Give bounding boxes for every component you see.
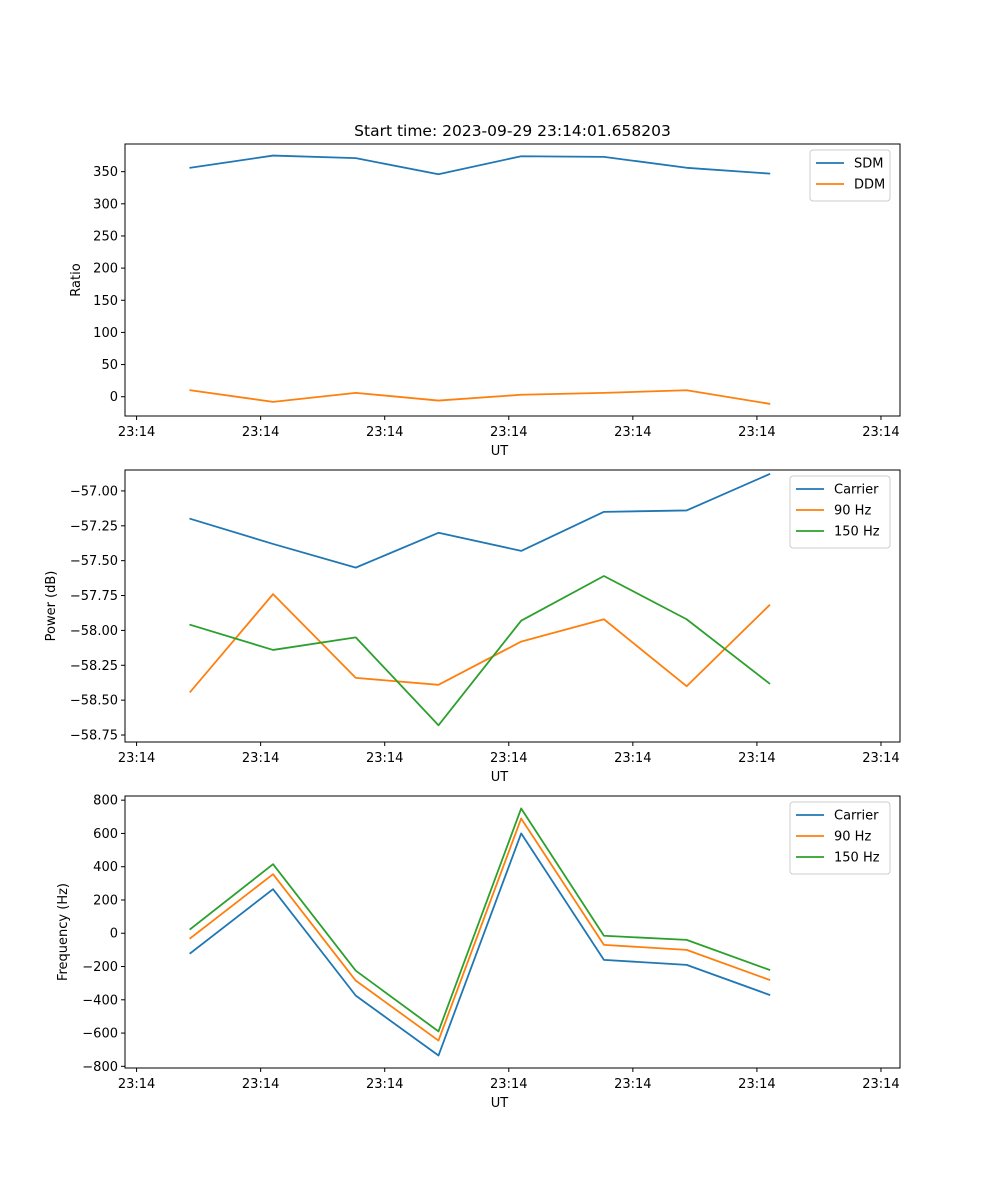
y-tick-label: −58.25: [70, 659, 118, 674]
legend-entry: 90 Hz: [834, 830, 871, 845]
x-tick-label: 23:14: [118, 1077, 155, 1092]
axes-frame: [124, 143, 901, 417]
x-tick-label: 23:14: [862, 1077, 899, 1092]
series-line-150-hz: [189, 575, 771, 727]
series-line-150-hz: [189, 807, 771, 1033]
y-tick-label: 250: [93, 229, 118, 244]
legend-entry: Carrier: [834, 483, 879, 498]
y-tick-label: 800: [93, 794, 118, 809]
x-tick-label: 23:14: [490, 751, 527, 766]
x-tick-label: 23:14: [738, 425, 775, 440]
x-axis-label: UT: [491, 1096, 509, 1111]
x-tick-label: 23:14: [614, 751, 651, 766]
y-tick-label: 300: [93, 197, 118, 212]
x-tick-label: 23:14: [242, 1077, 279, 1092]
x-tick-label: 23:14: [862, 425, 899, 440]
x-tick-label: 23:14: [490, 1077, 527, 1092]
y-tick-label: 100: [93, 326, 118, 341]
legend-box: [789, 801, 891, 875]
legend: SDM DDM: [809, 149, 891, 202]
y-tick-label: 200: [93, 262, 118, 277]
series-line-90-hz: [189, 817, 771, 1042]
legend-entry: 90 Hz: [834, 504, 871, 519]
legend-entry: Carrier: [834, 809, 879, 824]
y-axis-label: Ratio: [69, 263, 84, 296]
legend-entry: DDM: [854, 178, 885, 193]
x-tick-label: 23:14: [366, 425, 403, 440]
axes-frame: [124, 469, 901, 743]
x-tick-label: 23:14: [366, 1077, 403, 1092]
legend-box: [789, 475, 891, 549]
x-tick-label: 23:14: [738, 1077, 775, 1092]
series-line-90-hz: [189, 593, 771, 694]
y-tick-label: −57.50: [70, 554, 118, 569]
y-tick-label: 150: [93, 294, 118, 309]
x-axis-label: UT: [491, 770, 509, 785]
x-tick-label: 23:14: [242, 751, 279, 766]
figure-title: Start time: 2023-09-29 23:14:01.658203: [354, 122, 671, 140]
y-tick-label: 600: [93, 827, 118, 842]
legend: Carrier 90 Hz 150 Hz: [789, 801, 891, 875]
y-tick-label: −58.50: [70, 694, 118, 709]
x-tick-label: 23:14: [738, 751, 775, 766]
series-line-carrier: [189, 472, 771, 569]
y-axis-label: Power (dB): [44, 571, 59, 642]
x-tick-label: 23:14: [118, 425, 155, 440]
y-tick-label: 350: [93, 165, 118, 180]
frequency-panel: −800 −600 −400 −200 0 200 400 600 800 23:14 23:14 2…: [56, 794, 901, 1111]
series-line-ddm: [189, 389, 771, 405]
y-tick-label: −58.00: [70, 624, 118, 639]
y-axis-label: Frequency (Hz): [56, 883, 71, 981]
y-tick-label: −400: [82, 993, 118, 1008]
x-tick-label: 23:14: [366, 751, 403, 766]
x-axis-label: UT: [491, 444, 509, 459]
y-tick-label: 400: [93, 860, 118, 875]
x-tick-label: 23:14: [614, 425, 651, 440]
y-tick-label: 0: [110, 390, 118, 405]
y-tick-label: −57.00: [70, 484, 118, 499]
power-panel: −58.75 −58.50 −58.25 −58.00 −57.75 −57.50 −57.…: [44, 469, 901, 785]
y-tick-label: −58.75: [70, 729, 118, 744]
axes-frame: [124, 795, 901, 1069]
series-line-carrier: [189, 832, 771, 1057]
y-tick-label: 200: [93, 893, 118, 908]
y-tick-label: −57.75: [70, 589, 118, 604]
legend-entry: 150 Hz: [834, 851, 880, 866]
legend-entry: SDM: [854, 157, 883, 172]
x-tick-label: 23:14: [614, 1077, 651, 1092]
legend-entry: 150 Hz: [834, 525, 880, 540]
x-tick-label: 23:14: [490, 425, 527, 440]
y-tick-label: −200: [82, 960, 118, 975]
legend: Carrier 90 Hz 150 Hz: [789, 475, 891, 549]
y-tick-label: 0: [110, 927, 118, 942]
y-tick-label: −600: [82, 1027, 118, 1042]
y-tick-label: −800: [82, 1060, 118, 1075]
y-tick-label: −57.25: [70, 519, 118, 534]
series-line-sdm: [189, 154, 771, 176]
ratio-panel: 0 50 100 150 200 250 300 350 23:14 23:14 23:14 23:1…: [69, 143, 901, 459]
y-tick-label: 50: [101, 358, 118, 373]
x-tick-label: 23:14: [242, 425, 279, 440]
x-tick-label: 23:14: [118, 751, 155, 766]
x-tick-label: 23:14: [862, 751, 899, 766]
